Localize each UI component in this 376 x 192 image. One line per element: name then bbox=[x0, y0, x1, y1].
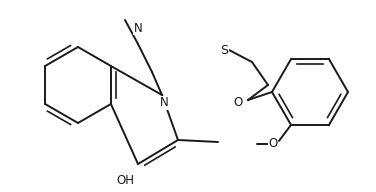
Text: O: O bbox=[233, 97, 243, 109]
Text: S: S bbox=[220, 44, 228, 56]
Text: OH: OH bbox=[116, 175, 134, 188]
Text: N: N bbox=[133, 22, 143, 35]
Text: O: O bbox=[268, 137, 277, 150]
Text: N: N bbox=[160, 97, 168, 109]
